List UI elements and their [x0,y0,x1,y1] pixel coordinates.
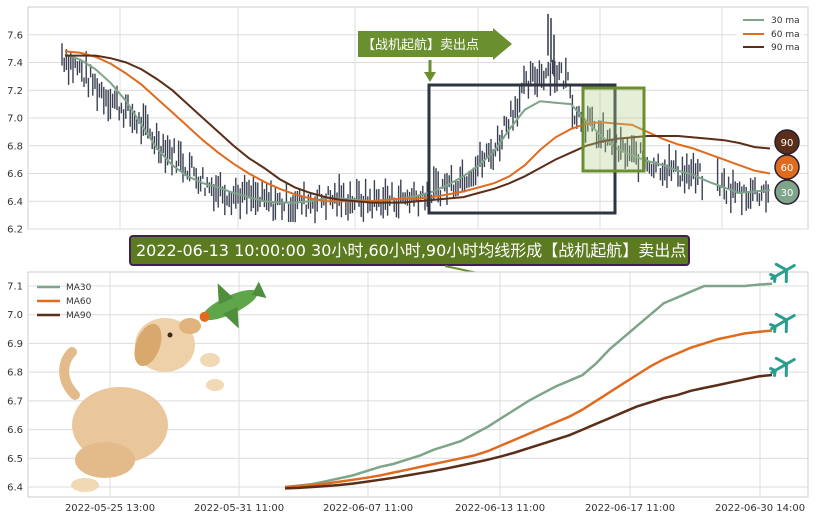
top-y-tick-label: 6.2 [7,225,23,236]
bottom-y-tick-label: 6.6 [7,425,23,436]
callout-down-arrow-head [424,72,436,82]
airplane-icon [769,356,796,378]
bottom-ma-lines [284,282,773,490]
bottom-y-tick-label: 6.9 [7,339,23,350]
bottom-series-line-MA90 [284,373,773,490]
dog-paw-front [200,353,220,367]
toy-plane-nose [199,311,210,322]
top-series-line-90ma [65,54,771,204]
legend-label-MA60: MA60 [66,297,92,307]
top-chart-grid [28,7,808,230]
bottom-chart-frame [27,271,809,498]
bottom-ma-chart: 6.4 6.5 6.6 6.7 6.8 6.9 7.0 7.1 2022-05-25 13:0… [7,262,809,514]
dog-ear [134,323,162,367]
bottom-x-tick-label: 2022-06-07 11:00 [323,503,413,514]
toy-plane-wing-bottom [223,306,239,329]
bottom-y-tick-label: 6.8 [7,368,23,379]
legend-label-MA90: MA90 [66,311,92,321]
legend-label-90ma: 90 ma [771,43,800,53]
dog-eye [167,332,173,338]
callout-arrow-shape [358,28,512,60]
signal-banner-text: 2022-06-13 10:00:00 30小时,60小时,90小时均线形成【战… [136,241,686,260]
dog-illustration [59,318,224,492]
ma-badges: 90 60 30 [774,129,800,205]
top-y-tick-label: 7.4 [7,58,23,69]
legend-label-60ma: 60 ma [771,30,800,40]
top-series-line-60ma [64,50,771,203]
highlight-box-dark [427,83,617,215]
airplane-icon-ma30 [769,262,796,284]
dog-paw-front-2 [206,379,224,391]
top-arrow-callout: 【战机起航】卖出点 [358,28,512,82]
bottom-legend: MA30 MA60 MA90 [37,283,92,321]
dog-paw-back [71,478,99,492]
toy-plane-illustration [199,281,267,329]
bottom-y-tick-label: 6.4 [7,483,23,494]
badge-30-label: 30 [781,188,794,199]
toy-plane-body [202,289,258,321]
toy-plane-tail [251,281,267,298]
bottom-x-tick-label: 2022-05-25 13:00 [65,503,155,514]
airplane-icon [769,262,796,284]
dog-snout [179,318,201,334]
badge-60-label: 60 [781,163,794,174]
airplane-icon-ma60 [769,312,796,334]
bottom-x-tick-label: 2022-06-13 11:00 [455,503,545,514]
top-price-chart: 6.2 6.4 6.6 6.8 7.0 7.2 7.4 7.6 【战机起航】卖出点 30 ma… [7,6,809,236]
top-y-tick-label: 7.6 [7,30,23,41]
airplane-icon-ma90 [769,356,796,378]
top-ma-lines [64,50,771,204]
bottom-chart-grid [28,272,808,497]
toy-plane-wing-top [217,283,234,305]
badge-90-label: 90 [781,138,794,149]
top-y-tick-label: 6.6 [7,169,23,180]
bottom-y-tick-label: 7.1 [7,282,23,293]
bottom-x-axis: 2022-05-25 13:00 2022-05-31 11:00 2022-06-… [65,503,805,514]
top-y-tick-label: 6.4 [7,197,23,208]
top-legend: 30 ma 60 ma 90 ma [736,11,804,55]
bottom-y-tick-label: 6.7 [7,396,23,407]
signal-banner-box [129,235,690,266]
top-y-tick-label: 6.8 [7,141,23,152]
highlight-box-green [581,86,646,173]
bottom-x-tick-label: 2022-05-31 11:00 [194,503,284,514]
badge-90 [774,129,800,155]
top-y-axis: 6.2 6.4 6.6 6.8 7.0 7.2 7.4 7.6 [7,30,23,235]
legend-label-30ma: 30 ma [771,16,800,26]
airplane-icon [769,312,796,334]
top-y-tick-label: 7.0 [7,114,23,125]
bottom-series-line-MA30 [284,282,773,489]
bottom-series-line-MA60 [284,329,773,489]
top-y-tick-label: 7.2 [7,86,23,97]
legend-label-MA30: MA30 [66,283,92,293]
callout-arrow-label: 【战机起航】卖出点 [362,37,479,53]
signal-banner: 2022-06-13 10:00:00 30小时,60小时,90小时均线形成【战… [129,235,690,286]
bottom-x-tick-label: 2022-06-17 11:00 [585,503,675,514]
badge-30 [774,179,800,205]
bottom-y-tick-label: 7.0 [7,310,23,321]
bottom-y-axis: 6.4 6.5 6.6 6.7 6.8 6.9 7.0 7.1 [7,282,23,494]
bottom-x-tick-label: 2022-06-30 14:00 [715,503,805,514]
top-series-line-30ma [64,53,771,204]
badge-60 [774,154,800,180]
bottom-y-tick-label: 6.5 [7,454,23,465]
dog-hind [75,442,135,478]
dog-tail [59,347,80,400]
